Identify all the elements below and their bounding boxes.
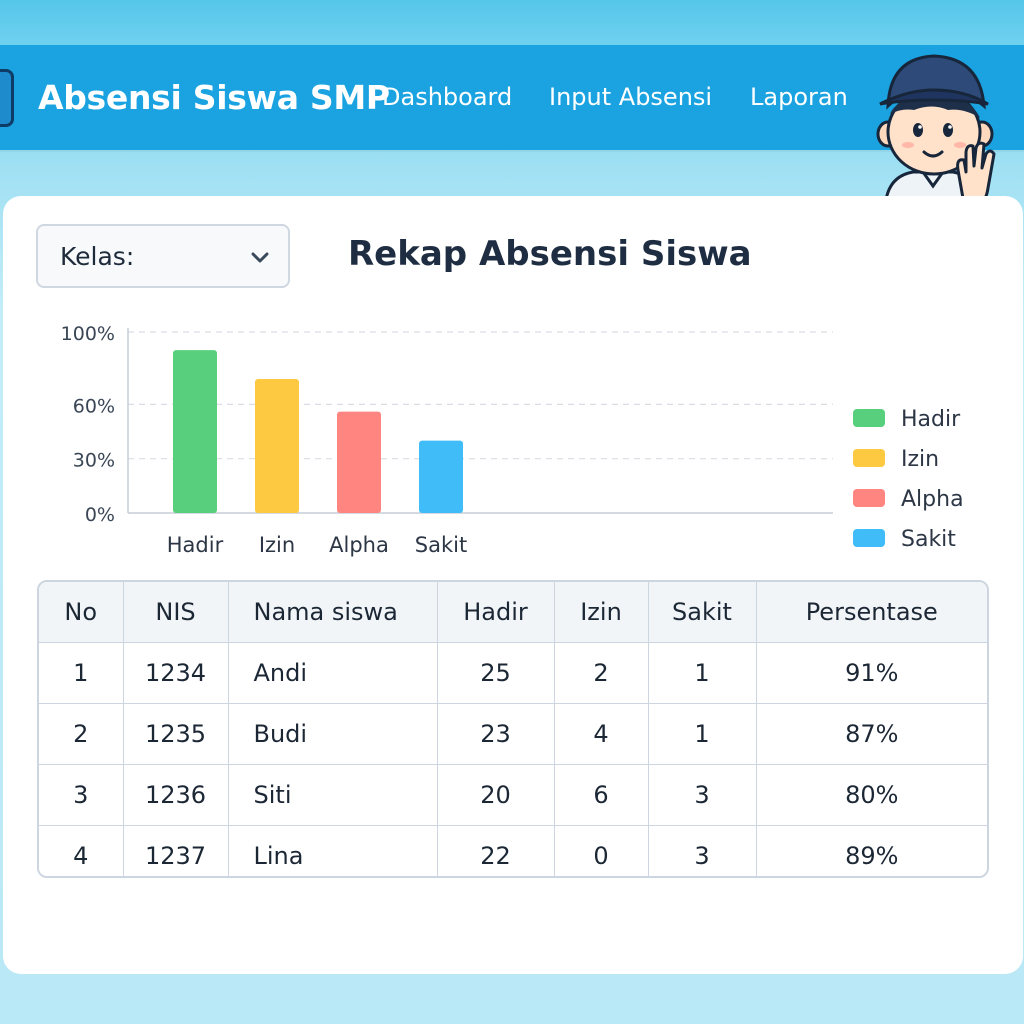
legend-swatch <box>853 449 885 467</box>
y-tick-label: 30% <box>73 450 115 472</box>
legend-swatch <box>853 489 885 507</box>
column-header-sakit[interactable]: Sakit <box>648 582 757 643</box>
cell-hadir: 25 <box>437 642 555 704</box>
menu-icon[interactable] <box>0 69 14 127</box>
cell-no: 3 <box>39 764 124 826</box>
cell-nama: Budi <box>228 703 438 765</box>
table-row[interactable]: 4 1237 Lina 22 0 3 89% <box>39 825 987 876</box>
column-header-izin[interactable]: Izin <box>554 582 649 643</box>
cell-hadir: 23 <box>437 703 555 765</box>
column-header-nama[interactable]: Nama siswa <box>228 582 438 643</box>
legend-label: Izin <box>901 447 939 472</box>
class-select[interactable]: Kelas: <box>36 224 290 288</box>
bar-izin[interactable] <box>255 379 299 513</box>
cell-no: 2 <box>39 703 124 765</box>
top-navbar: Absensi Siswa SMP Dashboard Input Absens… <box>0 45 1024 150</box>
cell-hadir: 22 <box>437 825 555 876</box>
table-header-row: No NIS Nama siswa Hadir Izin Sakit Perse… <box>39 582 987 643</box>
cell-sakit: 3 <box>648 764 757 826</box>
column-header-no[interactable]: No <box>39 582 124 643</box>
legend-label: Hadir <box>901 407 961 432</box>
column-header-hadir[interactable]: Hadir <box>437 582 555 643</box>
cell-persentase: 80% <box>756 764 987 826</box>
student-mascot-icon <box>876 54 996 208</box>
cell-hadir: 20 <box>437 764 555 826</box>
nav-input-absensi[interactable]: Input Absensi <box>549 83 713 111</box>
x-tick-label: Hadir <box>167 533 224 557</box>
y-tick-label: 60% <box>73 395 115 417</box>
legend-swatch <box>853 529 885 547</box>
table-row[interactable]: 3 1236 Siti 20 6 3 80% <box>39 764 987 826</box>
legend-label: Sakit <box>901 527 956 552</box>
cell-nis: 1234 <box>123 642 229 704</box>
cell-izin: 2 <box>554 642 649 704</box>
attendance-bar-chart: 0% 30% 60% 100% Hadir Izin Alpha Sakit Hadir Iz… <box>61 323 964 557</box>
cell-sakit: 1 <box>648 642 757 704</box>
cell-nama: Andi <box>228 642 438 704</box>
cell-persentase: 91% <box>756 642 987 704</box>
cell-nis: 1236 <box>123 764 229 826</box>
cell-nama: Siti <box>228 764 438 826</box>
main-card: Kelas: Rekap Absensi Siswa 0% 30% 60% 100% … <box>3 196 1023 974</box>
cell-nama: Lina <box>228 825 438 876</box>
cell-nis: 1235 <box>123 703 229 765</box>
column-header-persentase[interactable]: Persentase <box>756 582 987 643</box>
column-header-nis[interactable]: NIS <box>123 582 229 643</box>
cell-izin: 4 <box>554 703 649 765</box>
cell-izin: 0 <box>554 825 649 876</box>
cell-persentase: 89% <box>756 825 987 876</box>
bar-alpha[interactable] <box>337 411 381 513</box>
cell-no: 1 <box>39 642 124 704</box>
cell-sakit: 3 <box>648 825 757 876</box>
x-tick-label: Izin <box>259 533 295 557</box>
table-row[interactable]: 1 1234 Andi 25 2 1 91% <box>39 642 987 704</box>
y-tick-label: 100% <box>61 323 115 345</box>
x-tick-label: Alpha <box>329 533 389 557</box>
class-select-label: Kelas: <box>60 242 135 271</box>
app-brand[interactable]: Absensi Siswa SMP <box>38 78 390 117</box>
attendance-table: No NIS Nama siswa Hadir Izin Sakit Perse… <box>37 580 989 878</box>
cell-no: 4 <box>39 825 124 876</box>
y-tick-label: 0% <box>85 504 115 526</box>
bar-sakit[interactable] <box>419 440 463 513</box>
nav-laporan[interactable]: Laporan <box>750 83 848 111</box>
cell-izin: 6 <box>554 764 649 826</box>
cell-persentase: 87% <box>756 703 987 765</box>
cell-nis: 1237 <box>123 825 229 876</box>
legend-swatch <box>853 409 885 427</box>
legend-label: Alpha <box>901 487 964 512</box>
bar-hadir[interactable] <box>173 350 217 513</box>
page-title: Rekap Absensi Siswa <box>348 234 752 274</box>
cell-sakit: 1 <box>648 703 757 765</box>
table-row[interactable]: 2 1235 Budi 23 4 1 87% <box>39 703 987 765</box>
x-tick-label: Sakit <box>415 533 467 557</box>
nav-dashboard[interactable]: Dashboard <box>382 83 513 111</box>
chevron-down-icon <box>251 252 269 263</box>
